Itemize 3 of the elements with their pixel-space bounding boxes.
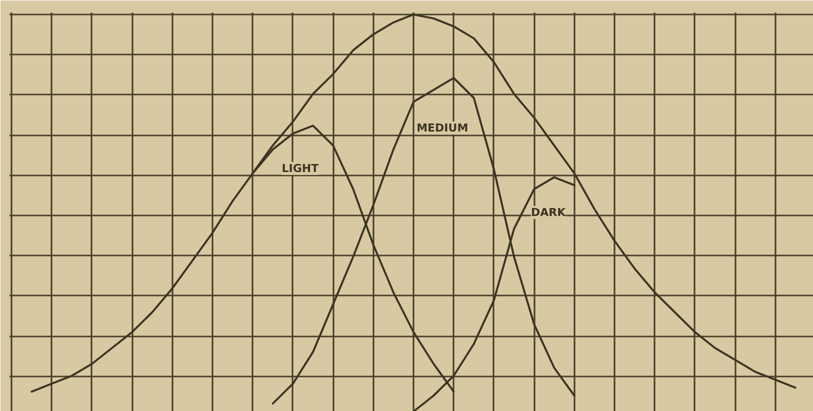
series-label: MEDIUM xyxy=(416,122,468,135)
series-label: DARK xyxy=(531,206,566,219)
series-label: LIGHT xyxy=(282,162,320,176)
